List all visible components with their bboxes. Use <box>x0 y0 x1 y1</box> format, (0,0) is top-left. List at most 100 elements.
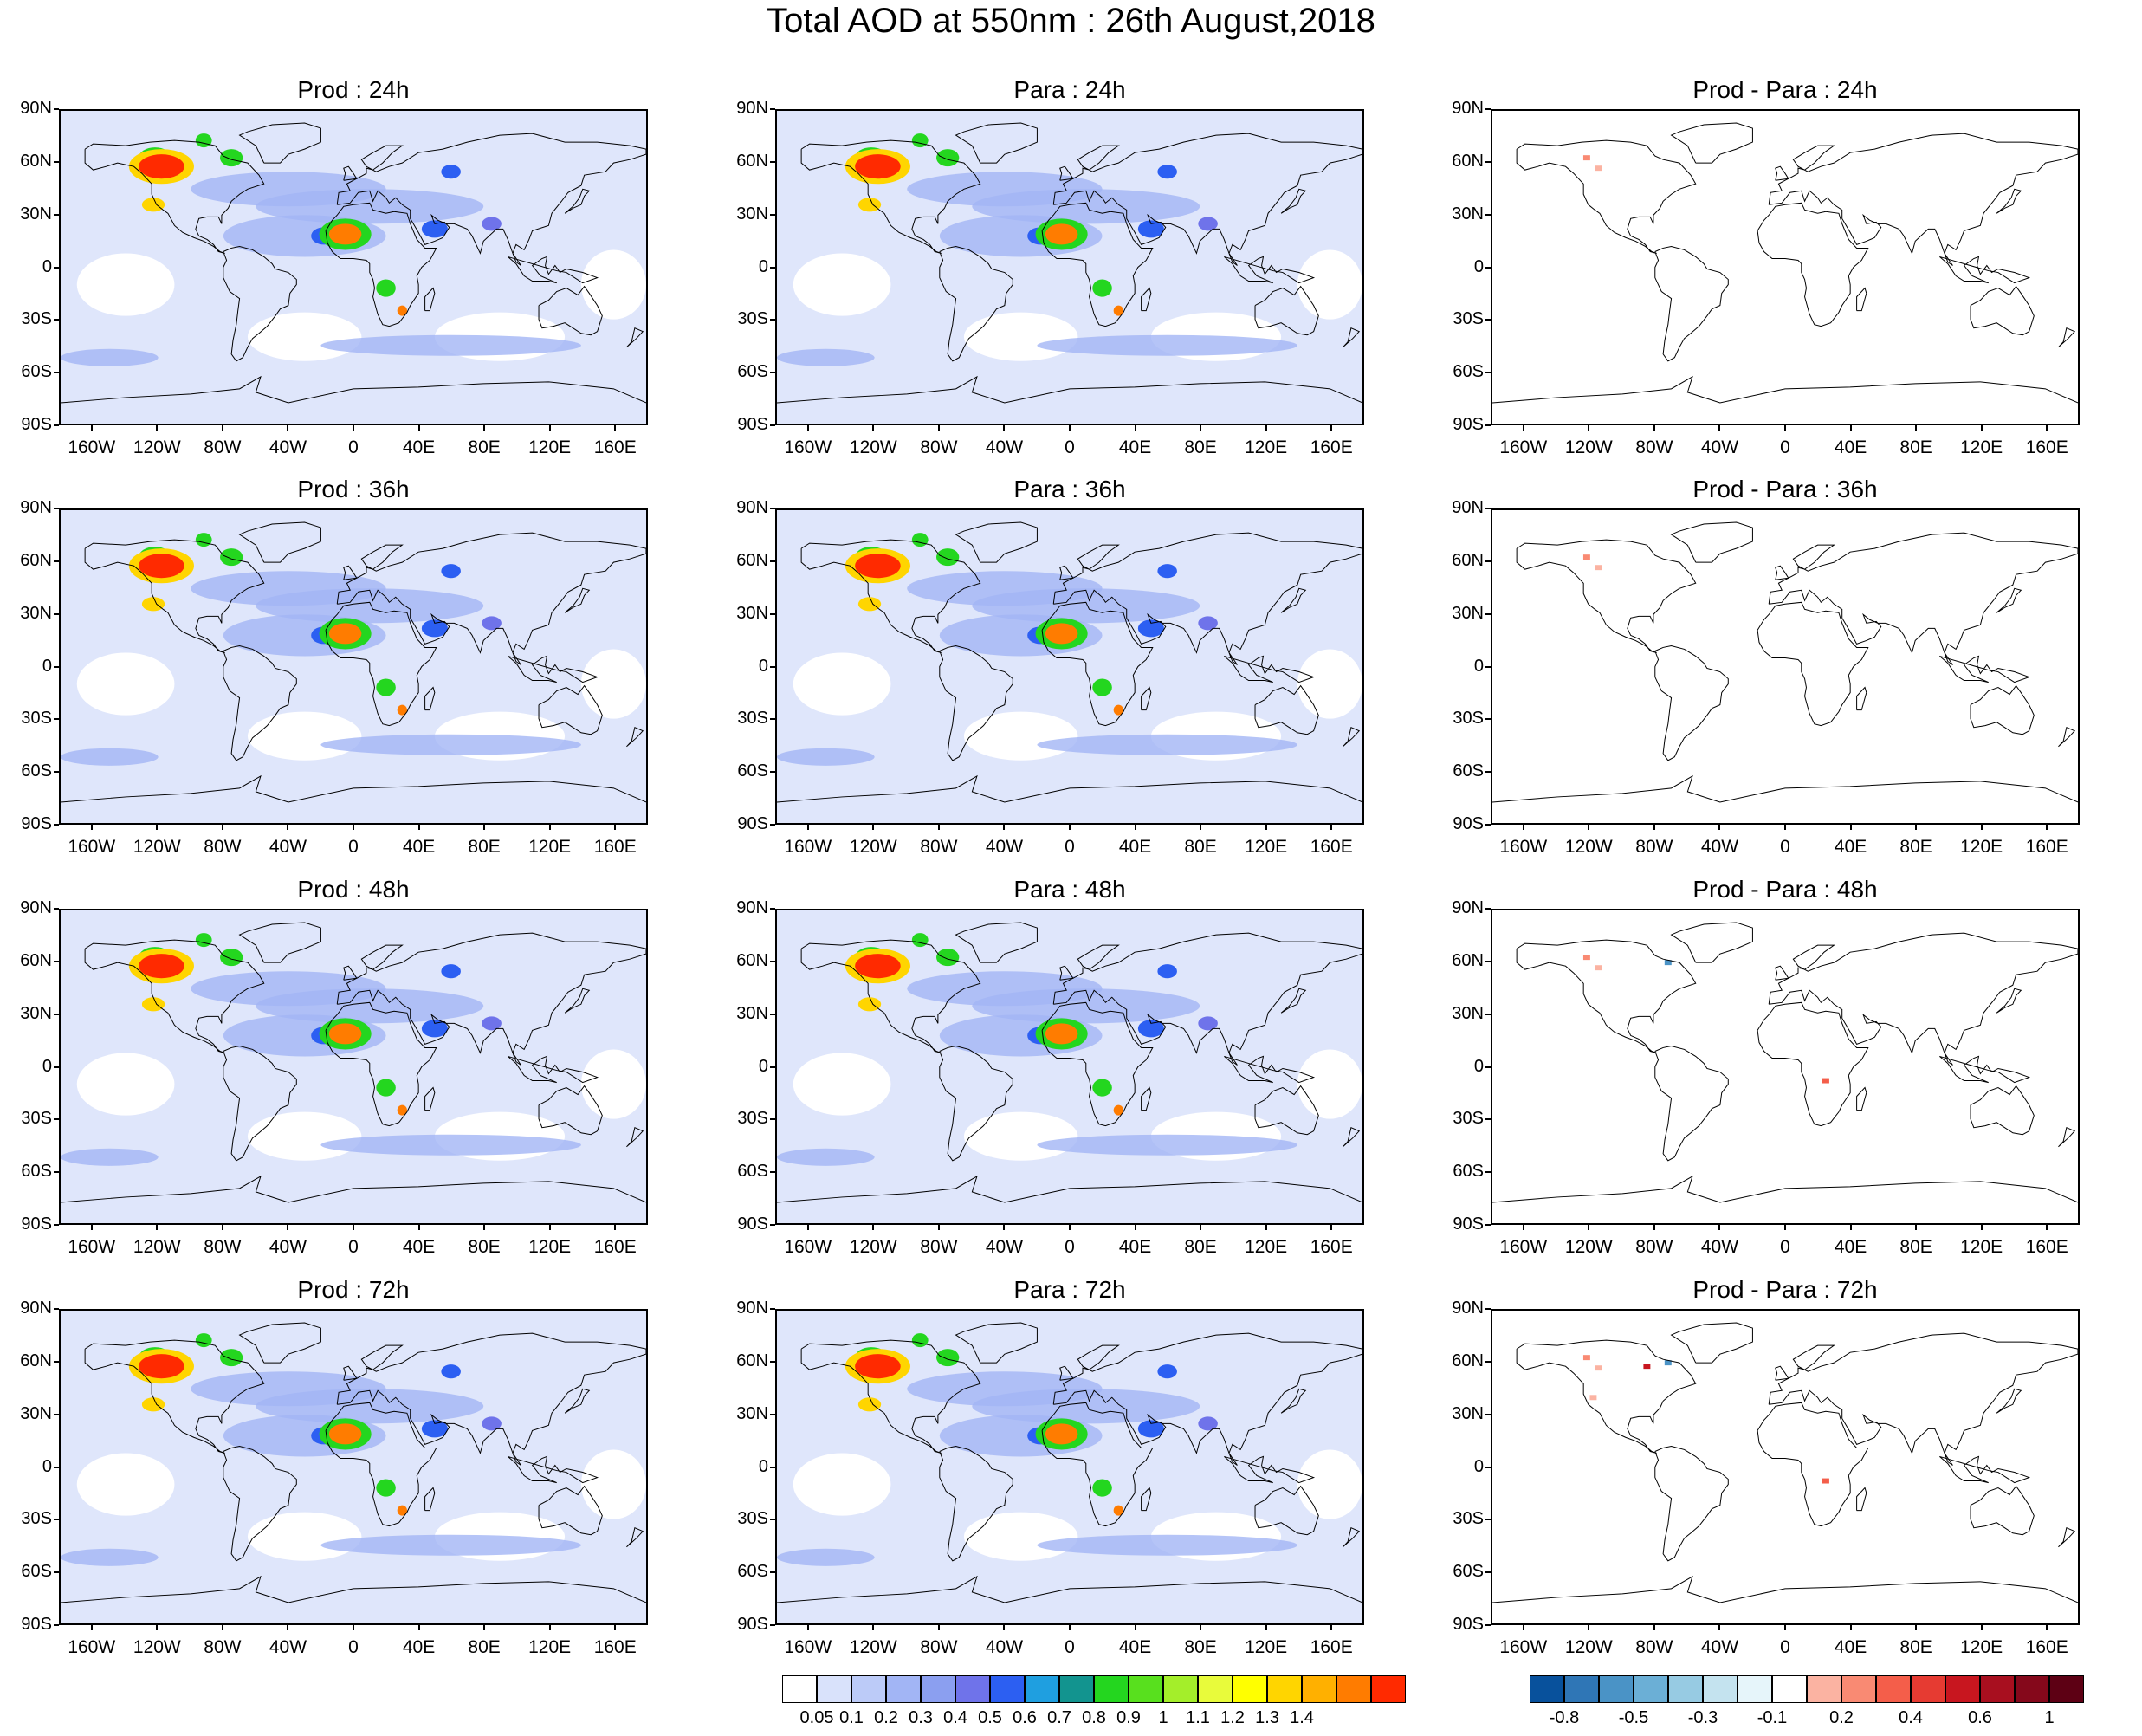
longitude-tick-label: 160W <box>784 1237 832 1257</box>
longitude-tick <box>1849 425 1852 431</box>
coastline <box>1254 1485 1319 1536</box>
map-canvas <box>777 1311 1362 1623</box>
longitude-tick-label: 80E <box>468 1637 501 1657</box>
longitude-tick-label: 120W <box>133 837 181 857</box>
longitude-tick <box>1915 425 1918 431</box>
colorbar-tick-label: 0.2 <box>1829 1708 1854 1727</box>
coastline <box>1775 165 1789 181</box>
aod-hotspot <box>421 619 448 638</box>
colorbar-tick-label: 0.7 <box>1047 1708 1071 1727</box>
aod-hotspot <box>855 154 901 179</box>
longitude-tick-label: 80W <box>204 1637 242 1657</box>
aod-hotspot <box>1157 165 1177 179</box>
longitude-tick-label: 40W <box>1700 837 1739 857</box>
longitude-tick-label: 120E <box>528 1637 572 1657</box>
coastline <box>238 521 321 563</box>
longitude-tick <box>1330 1225 1333 1230</box>
latitude-tick-label: 60N <box>736 1351 768 1370</box>
longitude-tick <box>1980 1625 1983 1630</box>
latitude-tick-label: 90S <box>1453 1615 1484 1634</box>
longitude-tick-label: 0 <box>348 1237 359 1257</box>
longitude-tick <box>1003 425 1006 431</box>
longitude-tick <box>1980 825 1983 830</box>
latitude-tick-label: 60N <box>20 1351 52 1370</box>
latitude-tick <box>1485 213 1491 216</box>
low-aod-patch <box>963 312 1078 361</box>
latitude-tick-label: 90N <box>20 898 52 917</box>
longitude-tick <box>1980 425 1983 431</box>
latitude-tick <box>54 824 59 826</box>
longitude-tick <box>1915 825 1918 830</box>
colorbar-tick-label: 1.4 <box>1290 1708 1314 1727</box>
latitude-tick <box>770 1360 775 1363</box>
longitude-tick <box>417 1625 420 1630</box>
coastline <box>626 327 644 348</box>
longitude-tick-label: 120W <box>1564 437 1613 457</box>
panel-title: Prod - Para : 72h <box>1692 1276 1878 1303</box>
aod-hotspot <box>911 933 929 948</box>
latitude-tick <box>1485 612 1491 615</box>
longitude-tick-label: 80E <box>1899 1637 1932 1657</box>
coastline <box>336 1332 646 1466</box>
difference-spot <box>1595 165 1602 172</box>
coastline <box>800 539 981 653</box>
coastline <box>238 122 321 164</box>
coastline <box>1041 601 1154 727</box>
latitude-tick-label: 90S <box>737 814 768 833</box>
low-aod-patch <box>247 1111 362 1161</box>
longitude-tick-label: 120E <box>1960 837 2003 857</box>
latitude-tick <box>770 108 775 110</box>
latitude-tick <box>54 665 59 668</box>
aod-map-panel: Para : 48h 90N 60N 30N 0 30S 60S 90S 160W 120W 80W… <box>732 876 1408 1283</box>
aerosol-band <box>972 1389 1200 1424</box>
coastline <box>1141 1487 1152 1512</box>
longitude-tick <box>1588 1225 1590 1230</box>
aod-hotspot <box>441 964 461 979</box>
aerosol-band <box>777 1548 875 1566</box>
latitude-tick-label: 90N <box>20 498 52 517</box>
coastline <box>1775 965 1789 981</box>
aod-hotspot <box>220 149 243 167</box>
longitude-tick <box>1265 825 1267 830</box>
latitude-tick <box>770 908 775 910</box>
coastline <box>61 375 646 404</box>
longitude-tick-label: 40E <box>402 837 436 857</box>
coastline <box>336 133 646 266</box>
colorbar-tick-label: 0.5 <box>978 1708 1002 1727</box>
latitude-tick <box>770 960 775 962</box>
colorbar-swatch <box>1233 1675 1267 1703</box>
longitude-tick-label: 80E <box>468 837 501 857</box>
aod-hotspot <box>855 1354 901 1379</box>
longitude-tick-label: 120W <box>1564 837 1613 857</box>
coastline <box>61 1175 646 1203</box>
latitude-tick <box>770 665 775 668</box>
longitude-tick-label: 120E <box>1960 437 2003 457</box>
aerosol-band <box>61 348 159 366</box>
coastline <box>1856 1487 1867 1512</box>
latitude-tick-label: 90S <box>21 1215 52 1234</box>
longitude-tick <box>872 425 875 431</box>
coastline <box>1516 539 1697 653</box>
latitude-tick <box>770 1571 775 1574</box>
colorbar-tick-label: 1.1 <box>1186 1708 1210 1727</box>
coastline <box>1654 245 1729 362</box>
longitude-tick-label: 120E <box>1960 1637 2003 1657</box>
longitude-tick <box>548 825 551 830</box>
latitude-tick <box>1485 824 1491 826</box>
longitude-tick-label: 80E <box>1899 1237 1932 1257</box>
colorbar-swatch <box>1302 1675 1336 1703</box>
latitude-tick <box>1485 1118 1491 1121</box>
longitude-tick-label: 80W <box>204 837 242 857</box>
latitude-tick-label: 0 <box>1473 1456 1484 1476</box>
coastline <box>1141 1086 1152 1111</box>
longitude-tick-label: 120E <box>1245 837 1288 857</box>
longitude-tick-label: 160W <box>1499 1637 1548 1657</box>
coastline <box>61 1575 646 1603</box>
longitude-tick <box>872 825 875 830</box>
longitude-tick <box>1522 1625 1524 1630</box>
map-canvas <box>1492 922 2078 1203</box>
colorbar-swatch <box>1371 1675 1406 1703</box>
longitude-tick <box>1849 825 1852 830</box>
longitude-tick <box>287 425 289 431</box>
longitude-tick <box>614 1625 617 1630</box>
